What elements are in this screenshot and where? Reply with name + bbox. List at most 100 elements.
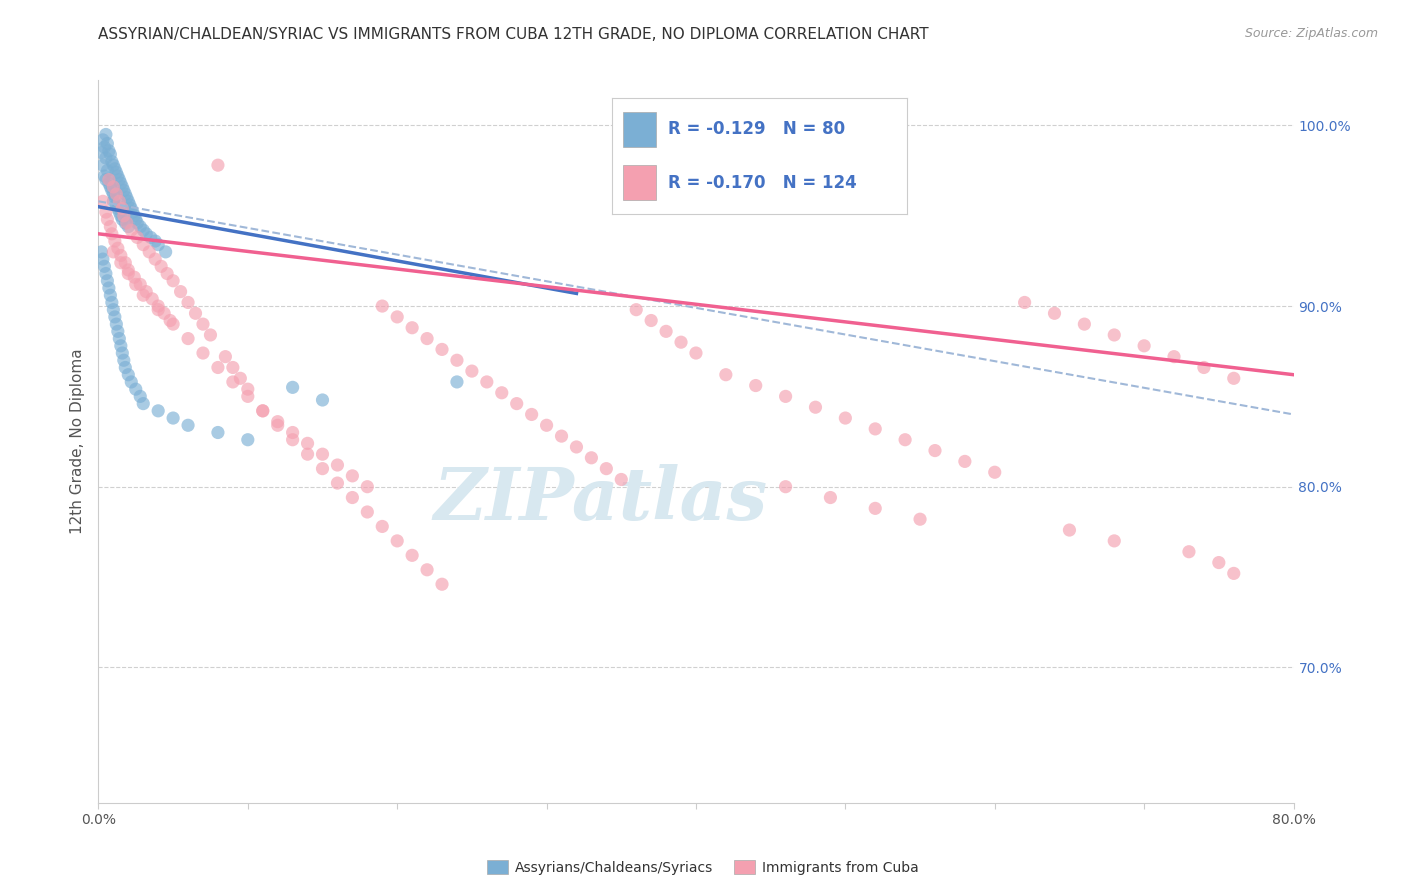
Point (94, 267, 117, 281)
Point (162, 317, 184, 331)
Point (96, 212, 118, 227)
Point (342, 468, 364, 483)
Point (114, 216, 136, 230)
Point (143, 234, 166, 248)
Point (103, 302, 125, 317)
Point (1133, 339, 1156, 353)
Point (1043, 306, 1066, 320)
Point (120, 223, 142, 237)
Point (148, 404, 170, 418)
Point (207, 360, 229, 375)
Point (184, 306, 207, 320)
Point (103, 158, 125, 172)
Point (177, 418, 200, 433)
Point (159, 313, 181, 327)
Point (1163, 350, 1185, 364)
Point (101, 295, 124, 310)
Point (342, 491, 364, 505)
Point (129, 277, 152, 292)
Point (107, 324, 129, 338)
Point (581, 450, 603, 465)
Point (834, 411, 856, 425)
Point (236, 389, 259, 403)
Point (669, 335, 692, 350)
Point (953, 454, 976, 468)
Point (94, 172, 117, 186)
Point (103, 244, 125, 259)
Point (155, 244, 177, 259)
Point (371, 519, 394, 533)
Point (117, 267, 139, 281)
Point (98, 219, 122, 234)
Point (714, 368, 737, 382)
Point (311, 447, 333, 461)
Point (520, 408, 543, 422)
Point (104, 191, 127, 205)
Point (894, 433, 917, 447)
Point (311, 392, 333, 407)
Point (129, 219, 152, 234)
Point (105, 165, 128, 179)
Point (132, 288, 155, 302)
Point (685, 346, 707, 360)
Point (430, 577, 453, 591)
Point (267, 418, 290, 433)
Point (90, 244, 112, 259)
Point (356, 505, 378, 519)
Point (865, 422, 887, 436)
Point (565, 440, 588, 454)
Point (191, 317, 214, 331)
Point (107, 202, 129, 216)
Point (207, 425, 229, 440)
Point (138, 244, 160, 259)
Point (506, 396, 529, 410)
Point (236, 382, 259, 396)
Point (96, 274, 118, 288)
Point (775, 389, 797, 403)
Point (153, 306, 176, 320)
Point (94, 151, 117, 165)
FancyBboxPatch shape (623, 112, 655, 147)
Point (229, 371, 252, 385)
Point (115, 191, 138, 205)
Point (110, 256, 132, 270)
Point (111, 202, 134, 216)
Point (105, 187, 128, 202)
Point (93, 169, 115, 183)
Point (115, 216, 138, 230)
Point (114, 256, 136, 270)
Point (311, 461, 333, 475)
Point (1208, 556, 1230, 570)
Point (169, 285, 191, 299)
Point (252, 404, 274, 418)
Point (90, 145, 112, 160)
Point (101, 227, 124, 241)
Point (111, 346, 134, 360)
Point (236, 433, 259, 447)
Point (222, 360, 245, 375)
Point (97, 281, 120, 295)
Point (108, 172, 131, 186)
Point (1104, 328, 1126, 343)
Point (125, 212, 148, 227)
Point (550, 429, 572, 443)
Point (141, 292, 163, 306)
Point (640, 313, 662, 327)
Text: R = -0.170   N = 124: R = -0.170 N = 124 (668, 174, 856, 192)
Point (148, 302, 170, 317)
Point (96, 163, 118, 178)
Point (775, 480, 797, 494)
Point (111, 179, 134, 194)
Point (94, 128, 117, 142)
Point (200, 328, 222, 343)
Point (110, 248, 132, 262)
Point (475, 375, 498, 389)
Point (446, 375, 468, 389)
Point (1104, 533, 1126, 548)
Point (1178, 545, 1201, 559)
Point (177, 295, 200, 310)
Point (416, 563, 439, 577)
Point (745, 378, 768, 392)
Point (97, 176, 120, 190)
Point (804, 401, 827, 415)
